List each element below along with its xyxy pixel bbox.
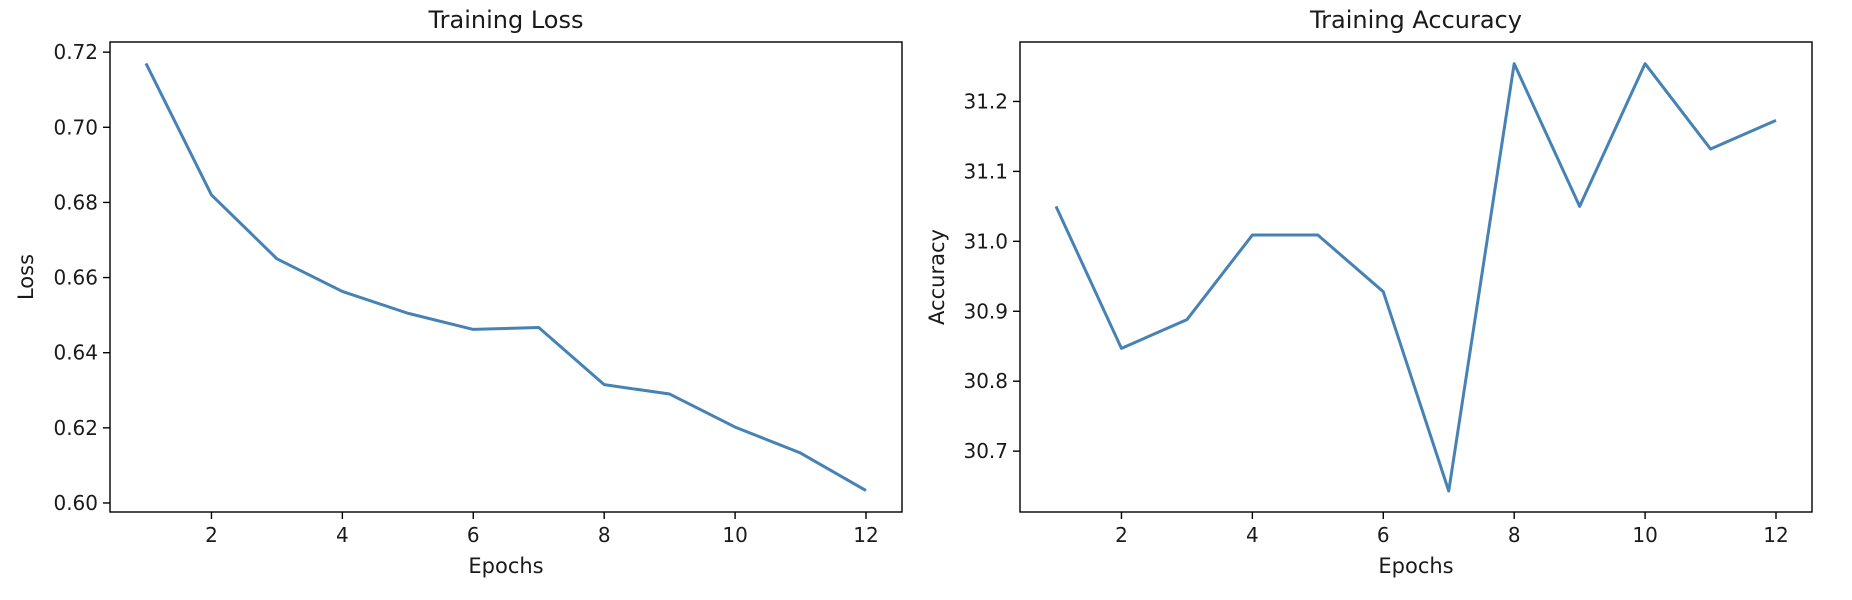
y-tick-label: 30.8 (963, 369, 1008, 393)
series-line (144, 62, 867, 492)
x-tick-label: 8 (1508, 523, 1521, 547)
y-axis: 0.60 0.62 0.64 0.66 0.68 0.70 0.72 (53, 40, 110, 515)
series-group (144, 62, 867, 492)
y-tick-label: 0.68 (53, 190, 98, 214)
loss-chart: Training Loss 2 4 6 8 10 12 0.600.620.640.660… (14, 6, 903, 578)
chart-title: Training Accuracy (1309, 6, 1522, 34)
y-tick-label: 31.1 (963, 159, 1008, 183)
series-group (1054, 62, 1777, 493)
x-axis-label: Epochs (1378, 554, 1453, 578)
x-tick-label: 10 (1632, 523, 1657, 547)
y-tick-label: 0.72 (53, 40, 98, 64)
x-tick-label: 4 (336, 523, 349, 547)
y-tick-label: 0.70 (53, 115, 98, 139)
y-tick-label: 0.66 (53, 266, 98, 290)
x-tick-label: 12 (853, 523, 878, 547)
y-tick-label: 30.7 (963, 439, 1008, 463)
accuracy-chart: Training Accuracy 2 4 6 8 10 12 30.730.830.93… (925, 6, 1813, 578)
y-tick-label: 31.2 (963, 89, 1008, 113)
x-tick-label: 12 (1763, 523, 1788, 547)
x-tick-label: 2 (1115, 523, 1128, 547)
x-axis: 2 4 6 8 10 12 (1115, 512, 1789, 547)
y-axis: 30.7 30.8 30.9 31.0 31.1 31.2 (963, 89, 1020, 463)
y-tick-label: 0.62 (53, 416, 98, 440)
x-tick-label: 6 (1377, 523, 1390, 547)
x-axis-label: Epochs (468, 554, 543, 578)
x-tick-label: 8 (598, 523, 611, 547)
x-axis: 2 4 6 8 10 12 (205, 512, 879, 547)
x-tick-label: 4 (1246, 523, 1259, 547)
y-tick-label: 31.0 (963, 229, 1008, 253)
y-axis-label: Accuracy (925, 229, 949, 325)
series-line (1054, 62, 1777, 493)
y-axis-label: Loss (14, 254, 38, 300)
y-tick-label: 0.64 (53, 341, 98, 365)
x-tick-label: 2 (205, 523, 218, 547)
chart-title: Training Loss (428, 6, 584, 34)
plot-area (109, 41, 903, 513)
y-tick-label: 30.9 (963, 299, 1008, 323)
x-tick-label: 10 (722, 523, 747, 547)
plot-area (1019, 41, 1813, 513)
x-tick-label: 6 (467, 523, 480, 547)
y-tick-label: 0.60 (53, 491, 98, 515)
